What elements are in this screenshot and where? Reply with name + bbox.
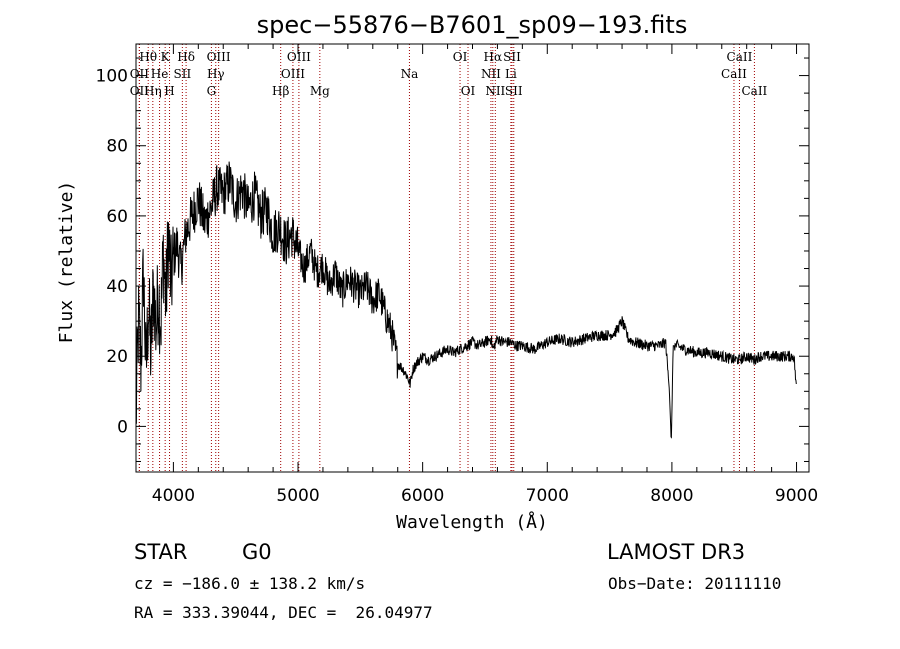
line-label-20: NII (481, 67, 501, 81)
line-label-15: Mg (310, 84, 330, 98)
axis-ticks: 4000 5000 6000 7000 8000 9000 0 20 40 60 80 100 (96, 44, 818, 506)
line-label-12: OIII (287, 50, 311, 64)
line-label-4: Hη (144, 84, 162, 98)
line-label-1: OII (130, 67, 150, 81)
line-label-8: Hδ (177, 50, 195, 64)
y-tick-label: 20 (106, 347, 128, 367)
x-tick-label: 5000 (276, 486, 319, 506)
object-class: STAR (134, 540, 188, 564)
object-subclass: G0 (242, 540, 272, 564)
line-label-2: OII (130, 84, 150, 98)
x-tick-label: 8000 (650, 486, 693, 506)
line-label-9: OIII (207, 50, 231, 64)
emission-line-markers (138, 44, 755, 472)
x-tick-label: 7000 (526, 486, 569, 506)
line-label-18: OI (461, 84, 476, 98)
line-label-16: Na (401, 67, 419, 81)
line-label-3: He (151, 67, 169, 81)
line-label-5: K (161, 50, 171, 64)
line-label-25: CaII (727, 50, 753, 64)
chart-title: spec−55876−B7601_sp09−193.fits (257, 11, 688, 39)
line-label-26: CaII (721, 67, 747, 81)
line-label-22: SII (503, 50, 521, 64)
survey-name: LAMOST DR3 (607, 540, 746, 564)
line-label-0: Hθ (139, 50, 157, 64)
line-label-23: Li (505, 67, 517, 81)
x-axis-label: Wavelength (Å) (396, 511, 548, 533)
y-tick-label: 80 (106, 137, 128, 157)
y-tick-label: 40 (106, 277, 128, 297)
line-label-7: SII (174, 67, 192, 81)
line-label-21: NII (485, 84, 505, 98)
redshift-cz: cz = −186.0 ± 138.2 km/s (134, 574, 366, 593)
x-tick-label: 6000 (401, 486, 444, 506)
plot-frame (135, 43, 810, 473)
y-tick-label: 100 (96, 67, 128, 87)
line-label-13: OIII (281, 67, 305, 81)
y-tick-label: 0 (117, 417, 128, 437)
line-label-10: Hγ (207, 67, 225, 81)
x-tick-label: 9000 (775, 486, 818, 506)
ra-dec: RA = 333.39044, DEC = 26.04977 (134, 603, 433, 622)
line-label-17: OI (453, 50, 468, 64)
line-label-27: CaII (741, 84, 767, 98)
spectrum-line (135, 161, 797, 439)
x-tick-label: 4000 (152, 486, 195, 506)
y-tick-label: 60 (106, 207, 128, 227)
line-label-14: Hβ (272, 84, 289, 98)
line-label-11: G (207, 84, 217, 98)
line-label-19: Hα (484, 50, 503, 64)
obs-date: Obs−Date: 20111110 (608, 574, 782, 593)
line-label-24: SII (505, 84, 523, 98)
y-axis-label: Flux (relative) (56, 181, 77, 344)
line-label-6: H (164, 84, 174, 98)
